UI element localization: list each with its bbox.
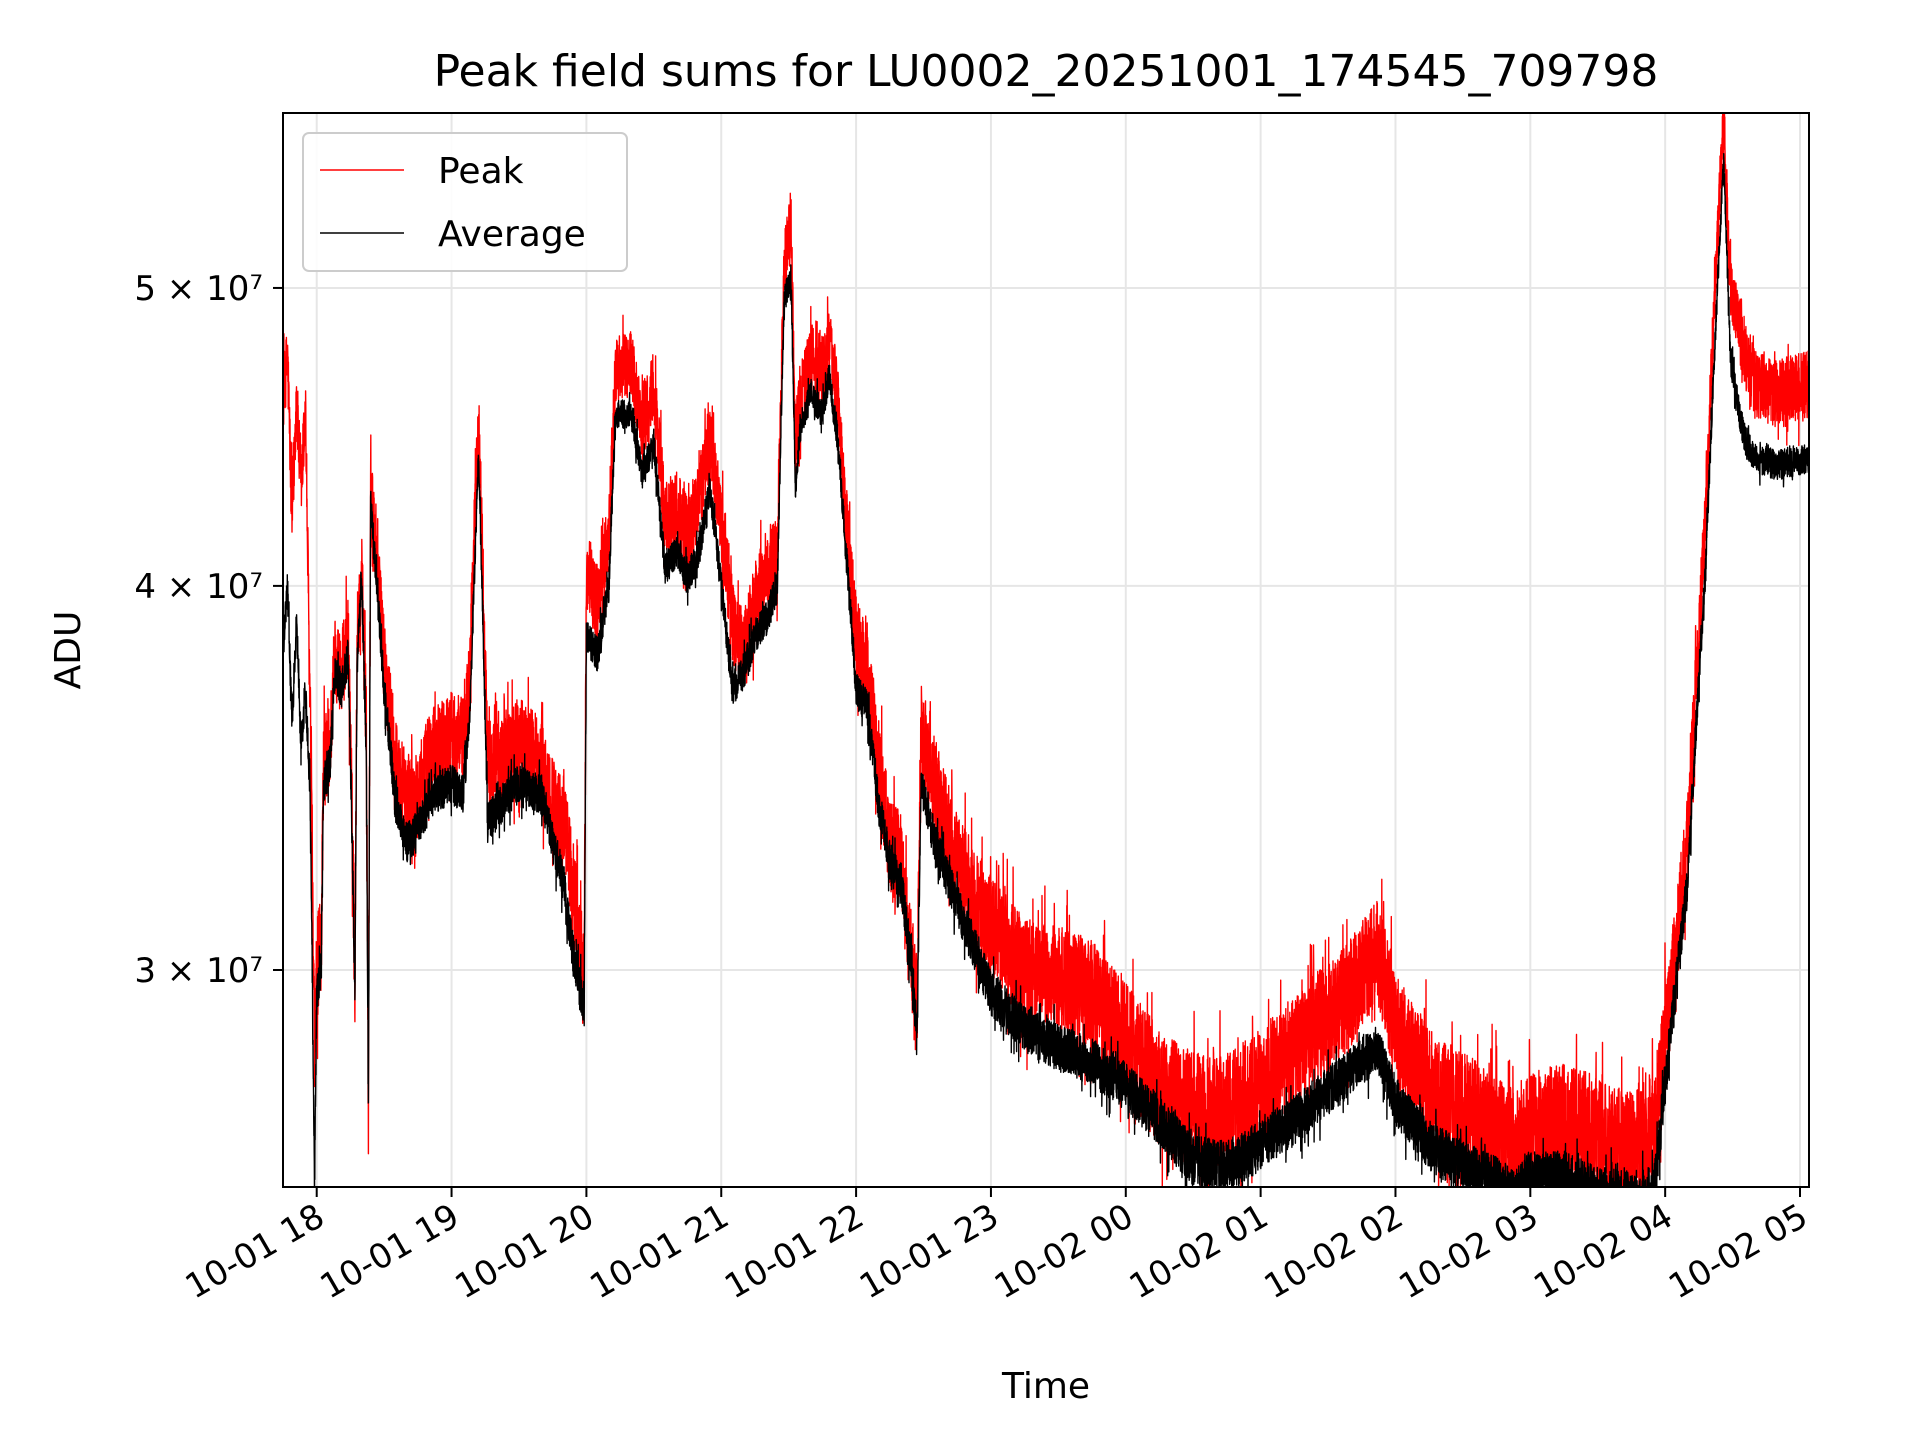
y-tick-label: 4 × 10⁷ bbox=[134, 567, 263, 607]
chart-title: Peak field sums for LU0002_20251001_1745… bbox=[434, 46, 1659, 97]
series-line-peak bbox=[283, 113, 1809, 1187]
legend: Peak Average bbox=[302, 132, 628, 272]
legend-box bbox=[302, 132, 628, 272]
x-axis-label: Time bbox=[1001, 1366, 1090, 1407]
y-tick-label: 5 × 10⁷ bbox=[134, 269, 263, 309]
y-axis: 3 × 10⁷ 4 × 10⁷ 5 × 10⁷ bbox=[134, 269, 283, 991]
series-layer bbox=[283, 113, 1809, 1187]
series-line-average bbox=[283, 153, 1809, 1187]
legend-label-average: Average bbox=[438, 214, 586, 255]
plot-frame bbox=[282, 112, 1810, 1188]
y-axis-label: ADU bbox=[48, 611, 89, 690]
legend-label-peak: Peak bbox=[438, 151, 524, 192]
y-tick-label: 3 × 10⁷ bbox=[134, 951, 263, 991]
